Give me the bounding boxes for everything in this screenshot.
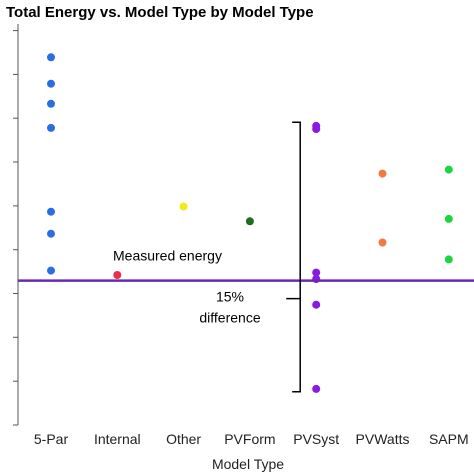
data-point xyxy=(47,99,55,108)
x-tick-label: Other xyxy=(166,431,201,447)
data-point xyxy=(113,271,122,279)
x-tick-label: SAPM xyxy=(429,431,469,447)
data-point xyxy=(444,165,453,174)
data-point xyxy=(444,214,453,223)
y-axis xyxy=(13,24,19,426)
data-point xyxy=(378,238,387,247)
data-point xyxy=(444,255,453,264)
x-tick-label: Internal xyxy=(94,431,141,447)
data-point xyxy=(312,268,321,277)
x-tick-label: PVWatts xyxy=(356,431,410,447)
data-point xyxy=(378,169,387,178)
x-tick-label: 5-Par xyxy=(34,431,69,447)
data-point xyxy=(47,123,55,132)
x-axis: 5-Par Internal Other PVForm PVSyst PVWatts SAP… xyxy=(34,431,469,447)
annotations: Measured energy 15% difference xyxy=(18,121,474,393)
data-point xyxy=(47,207,55,216)
data-point xyxy=(47,53,55,62)
data-point xyxy=(47,266,55,275)
data-points xyxy=(47,53,453,393)
data-point xyxy=(312,125,321,134)
chart-title: Total Energy vs. Model Type by Model Typ… xyxy=(6,4,314,21)
difference-label: difference xyxy=(199,310,260,326)
difference-label: 15% xyxy=(216,289,244,305)
data-point xyxy=(47,79,55,88)
x-tick-label: PVForm xyxy=(224,431,275,447)
data-point xyxy=(312,300,321,309)
data-point xyxy=(47,229,55,238)
x-tick-label: PVSyst xyxy=(293,431,339,447)
data-point xyxy=(179,202,188,211)
data-point xyxy=(245,217,254,226)
x-axis-label: Model Type xyxy=(212,456,284,472)
measured-energy-label: Measured energy xyxy=(113,248,222,264)
difference-bracket xyxy=(286,121,301,393)
data-point xyxy=(312,384,321,393)
